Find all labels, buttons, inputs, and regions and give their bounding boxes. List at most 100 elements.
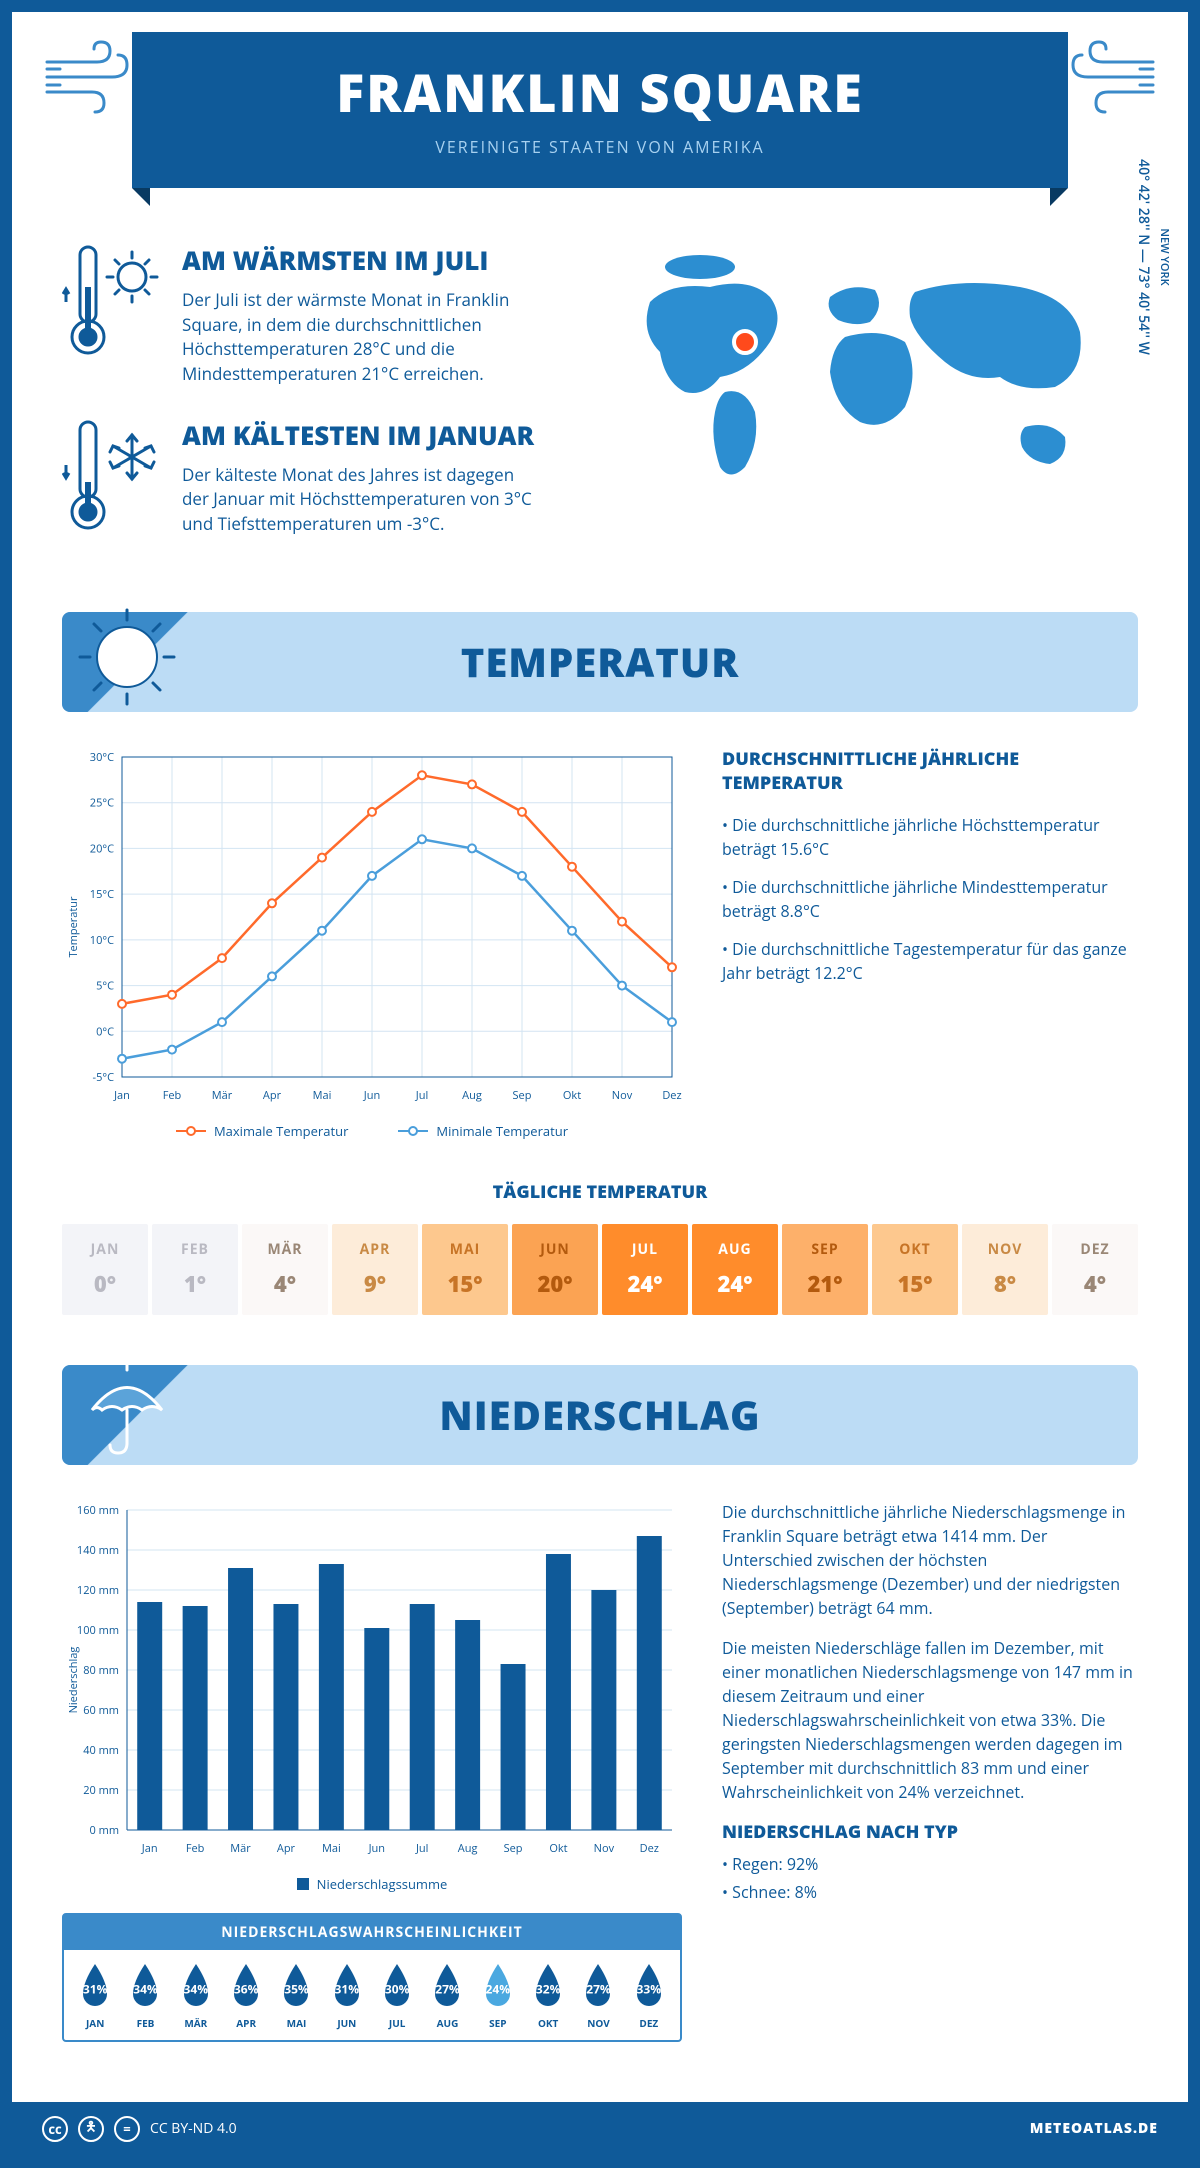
daily-cell: JUL24° bbox=[602, 1224, 688, 1315]
coords-value: 40° 42' 28'' N — 73° 40' 54'' W bbox=[1134, 159, 1153, 355]
probability-drop: 27%NOV bbox=[573, 1962, 623, 2030]
temperature-section-header: TEMPERATUR bbox=[62, 612, 1138, 712]
probability-drop: 33%DEZ bbox=[624, 1962, 674, 2030]
svg-text:Mai: Mai bbox=[322, 1841, 341, 1856]
probability-drop: 27%AUG bbox=[422, 1962, 472, 2030]
daily-cell: MÄR4° bbox=[242, 1224, 328, 1315]
daily-temp-grid: JAN0°FEB1°MÄR4°APR9°MAI15°JUN20°JUL24°AU… bbox=[62, 1224, 1138, 1315]
precip-section-header: NIEDERSCHLAG bbox=[62, 1365, 1138, 1465]
coldest-block: AM KÄLTESTEN IM JANUAR Der kälteste Mona… bbox=[62, 417, 542, 542]
warmest-title: AM WÄRMSTEN IM JULI bbox=[182, 242, 542, 278]
probability-title: NIEDERSCHLAGSWAHRSCHEINLICHKEIT bbox=[64, 1915, 680, 1950]
daily-cell: JAN0° bbox=[62, 1224, 148, 1315]
footer-site: METEOATLAS.DE bbox=[1030, 2119, 1158, 2138]
warmest-block: AM WÄRMSTEN IM JULI Der Juli ist der wär… bbox=[62, 242, 542, 387]
daily-cell: OKT15° bbox=[872, 1224, 958, 1315]
svg-text:Nov: Nov bbox=[612, 1088, 633, 1103]
precip-legend: Niederschlagssumme bbox=[62, 1875, 682, 1893]
svg-text:0°C: 0°C bbox=[96, 1024, 114, 1039]
precip-row: 0 mm20 mm40 mm60 mm80 mm100 mm120 mm140 … bbox=[62, 1500, 1138, 2042]
infographic-container: FRANKLIN SQUARE VEREINIGTE STAATEN VON A… bbox=[0, 0, 1200, 2168]
svg-text:Niederschlag: Niederschlag bbox=[66, 1646, 81, 1713]
intro-row: AM WÄRMSTEN IM JULI Der Juli ist der wär… bbox=[62, 242, 1138, 572]
coordinates: NEW YORK 40° 42' 28'' N — 73° 40' 54'' W bbox=[1134, 107, 1172, 407]
page-subtitle: VEREINIGTE STAATEN VON AMERIKA bbox=[152, 136, 1048, 158]
region-label: NEW YORK bbox=[1157, 107, 1172, 407]
temperature-chart: -5°C0°C5°C10°C15°C20°C25°C30°CJanFebMärA… bbox=[62, 747, 682, 1140]
probability-drop: 31%JAN bbox=[70, 1962, 120, 2030]
svg-text:120 mm: 120 mm bbox=[77, 1583, 119, 1598]
svg-text:Aug: Aug bbox=[458, 1841, 478, 1856]
probability-drop: 36%APR bbox=[221, 1962, 271, 2030]
cc-icon: cc bbox=[42, 2116, 68, 2142]
license-label: CC BY-ND 4.0 bbox=[150, 2119, 237, 2138]
temp-bullet: • Die durchschnittliche Tagestemperatur … bbox=[722, 937, 1138, 985]
svg-text:10°C: 10°C bbox=[90, 932, 114, 947]
wind-icon bbox=[42, 37, 142, 122]
svg-text:Jul: Jul bbox=[415, 1841, 428, 1856]
daily-cell: DEZ4° bbox=[1052, 1224, 1138, 1315]
daily-cell: SEP21° bbox=[782, 1224, 868, 1315]
intro-left: AM WÄRMSTEN IM JULI Der Juli ist der wär… bbox=[62, 242, 542, 572]
page-title: FRANKLIN SQUARE bbox=[152, 57, 1048, 128]
precip-paragraph: Die meisten Niederschläge fallen im Deze… bbox=[722, 1636, 1138, 1804]
probability-drop: 34%MÄR bbox=[171, 1962, 221, 2030]
map-block: NEW YORK 40° 42' 28'' N — 73° 40' 54'' W bbox=[582, 242, 1138, 572]
svg-text:80 mm: 80 mm bbox=[83, 1663, 119, 1678]
daily-cell: MAI15° bbox=[422, 1224, 508, 1315]
svg-text:Apr: Apr bbox=[263, 1088, 282, 1103]
svg-text:Dez: Dez bbox=[640, 1841, 659, 1856]
temperature-title: TEMPERATUR bbox=[62, 634, 1138, 689]
precip-type-item: • Regen: 92% bbox=[722, 1852, 1138, 1876]
svg-text:Jul: Jul bbox=[415, 1088, 428, 1103]
temperature-summary: DURCHSCHNITTLICHE JÄHRLICHE TEMPERATUR •… bbox=[722, 747, 1138, 1140]
svg-text:140 mm: 140 mm bbox=[77, 1543, 119, 1558]
svg-text:Sep: Sep bbox=[504, 1841, 523, 1856]
svg-text:Feb: Feb bbox=[163, 1088, 182, 1103]
temp-bullet: • Die durchschnittliche jährliche Mindes… bbox=[722, 875, 1138, 923]
coldest-title: AM KÄLTESTEN IM JANUAR bbox=[182, 417, 542, 453]
header: FRANKLIN SQUARE VEREINIGTE STAATEN VON A… bbox=[12, 12, 1188, 212]
precip-type-item: • Schnee: 8% bbox=[722, 1880, 1138, 1904]
svg-text:Jan: Jan bbox=[141, 1841, 158, 1856]
precip-text: Die durchschnittliche jährliche Niedersc… bbox=[722, 1500, 1138, 2042]
probability-drop: 32%OKT bbox=[523, 1962, 573, 2030]
precip-chart: 0 mm20 mm40 mm60 mm80 mm100 mm120 mm140 … bbox=[62, 1500, 682, 1860]
svg-text:30°C: 30°C bbox=[90, 750, 114, 765]
svg-text:20°C: 20°C bbox=[90, 841, 114, 856]
precip-type-title: NIEDERSCHLAG NACH TYP bbox=[722, 1820, 1138, 1844]
svg-text:Dez: Dez bbox=[662, 1088, 681, 1103]
coldest-text: AM KÄLTESTEN IM JANUAR Der kälteste Mona… bbox=[182, 417, 542, 542]
footer-license: cc 🯅 = CC BY-ND 4.0 bbox=[42, 2116, 237, 2142]
svg-text:Aug: Aug bbox=[462, 1088, 482, 1103]
svg-text:20 mm: 20 mm bbox=[83, 1783, 119, 1798]
footer: cc 🯅 = CC BY-ND 4.0 METEOATLAS.DE bbox=[12, 2102, 1188, 2156]
svg-text:Okt: Okt bbox=[563, 1088, 581, 1103]
precip-paragraph: Die durchschnittliche jährliche Niedersc… bbox=[722, 1500, 1138, 1620]
probability-drop: 30%JUL bbox=[372, 1962, 422, 2030]
precip-chart-block: 0 mm20 mm40 mm60 mm80 mm100 mm120 mm140 … bbox=[62, 1500, 682, 2042]
probability-drop: 34%FEB bbox=[120, 1962, 170, 2030]
svg-text:Sep: Sep bbox=[513, 1088, 532, 1103]
warmest-text: AM WÄRMSTEN IM JULI Der Juli ist der wär… bbox=[182, 242, 542, 387]
svg-text:40 mm: 40 mm bbox=[83, 1743, 119, 1758]
svg-text:Temperatur: Temperatur bbox=[66, 896, 81, 958]
probability-box: NIEDERSCHLAGSWAHRSCHEINLICHKEIT 31%JAN34… bbox=[62, 1913, 682, 2042]
svg-text:5°C: 5°C bbox=[96, 978, 114, 993]
title-banner: FRANKLIN SQUARE VEREINIGTE STAATEN VON A… bbox=[132, 32, 1068, 188]
svg-text:Jun: Jun bbox=[368, 1841, 385, 1856]
content-area: AM WÄRMSTEN IM JULI Der Juli ist der wär… bbox=[12, 212, 1188, 2102]
coldest-desc: Der kälteste Monat des Jahres ist dagege… bbox=[182, 463, 542, 537]
svg-text:Nov: Nov bbox=[594, 1841, 615, 1856]
temperature-row: -5°C0°C5°C10°C15°C20°C25°C30°CJanFebMärA… bbox=[62, 747, 1138, 1140]
thermometer-snow-icon bbox=[62, 417, 162, 542]
umbrella-icon bbox=[72, 1355, 182, 1470]
svg-text:Jan: Jan bbox=[113, 1088, 130, 1103]
probability-drop: 31%JUN bbox=[322, 1962, 372, 2030]
svg-text:Mär: Mär bbox=[212, 1088, 233, 1103]
world-map-icon bbox=[582, 242, 1138, 502]
daily-cell: FEB1° bbox=[152, 1224, 238, 1315]
svg-text:-5°C: -5°C bbox=[93, 1070, 115, 1085]
svg-text:Jun: Jun bbox=[363, 1088, 380, 1103]
precip-title: NIEDERSCHLAG bbox=[62, 1387, 1138, 1442]
